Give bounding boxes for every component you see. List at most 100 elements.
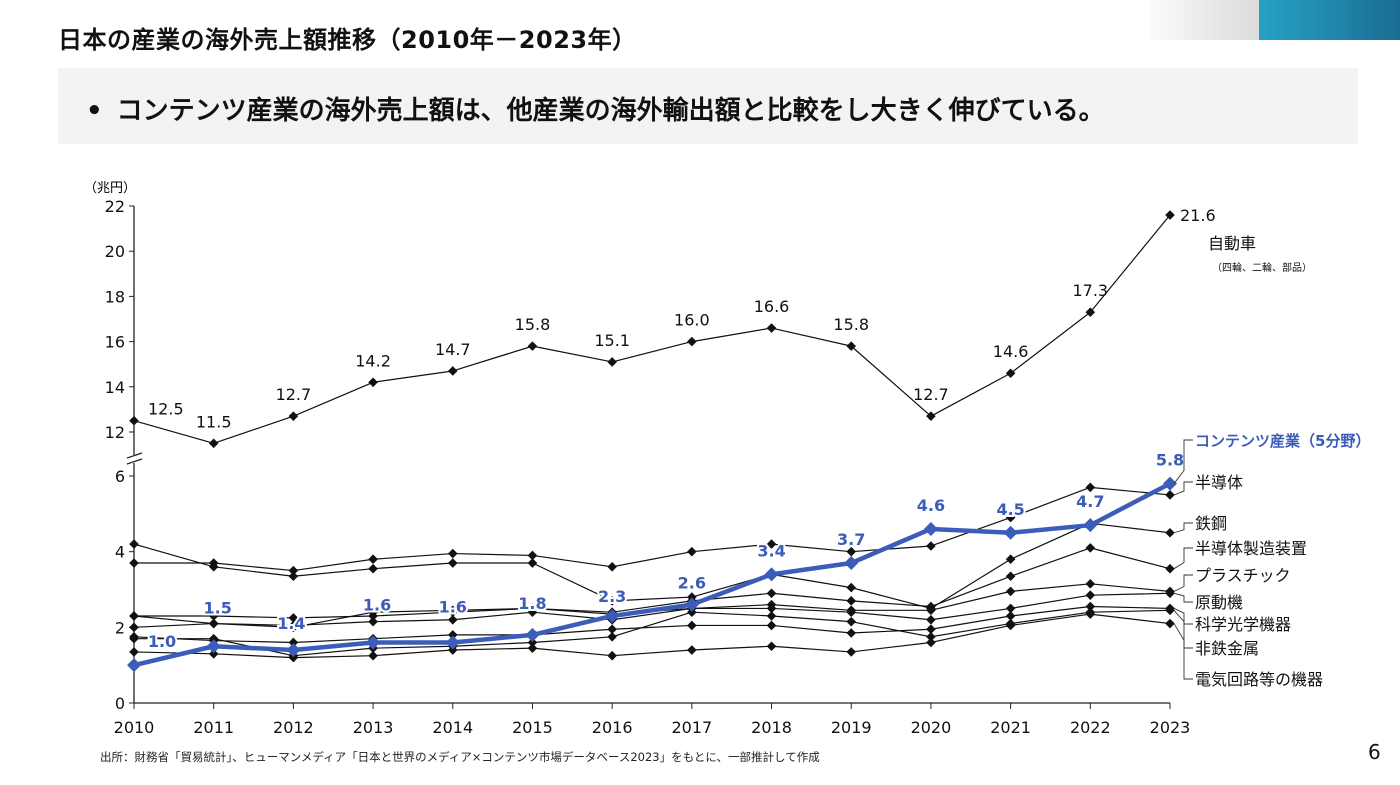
legend-label: 原動機 (1195, 593, 1243, 612)
data-point-marker (447, 645, 458, 655)
data-label-highlight: 1.4 (277, 614, 305, 633)
data-point-marker (527, 550, 538, 561)
x-tick-label: 2013 (353, 718, 394, 737)
legend-leader-line (1173, 439, 1193, 484)
y-axis-unit-label: （兆円） (84, 181, 136, 196)
data-label: 11.5 (196, 412, 232, 431)
series-line (134, 583, 1171, 619)
data-label-highlight: 4.7 (1076, 492, 1104, 511)
data-point-marker (926, 624, 936, 635)
series-line (134, 609, 1171, 657)
chart-series-group (129, 210, 1175, 663)
legend-label: 科学光学機器 (1195, 615, 1291, 634)
y-tick-label: 22 (105, 197, 125, 216)
data-label: 21.6 (1180, 206, 1216, 225)
data-point-marker (923, 521, 938, 536)
data-point-marker (1005, 586, 1016, 597)
series-line (133, 522, 1171, 610)
legend-leader-line (1173, 610, 1193, 649)
data-point-marker (527, 643, 538, 653)
series-line (133, 481, 1172, 668)
data-label-highlight: 1.5 (204, 598, 232, 617)
data-point-marker (1165, 563, 1175, 574)
data-point-marker (926, 614, 936, 625)
series-line (133, 592, 1171, 628)
data-point-marker (208, 633, 219, 644)
x-tick-label: 2019 (831, 718, 872, 737)
data-point-marker (766, 611, 777, 621)
data-point-marker (447, 607, 458, 617)
data-point-marker (1165, 588, 1175, 599)
data-point-marker (447, 630, 458, 640)
data-point-marker (687, 607, 697, 617)
data-point-marker (766, 620, 777, 631)
data-point-marker (208, 649, 219, 659)
data-point-marker (1005, 603, 1016, 614)
data-point-marker (846, 607, 857, 617)
data-point-marker (127, 658, 141, 673)
data-point-marker (129, 622, 139, 633)
y-tick-label: 18 (105, 287, 125, 306)
data-point-marker (926, 541, 936, 551)
data-point-marker (129, 611, 139, 621)
legend-label: 電気回路等の機器 (1195, 670, 1323, 689)
data-point-marker (926, 637, 936, 648)
y-tick-label: 20 (105, 242, 125, 261)
x-tick-label: 2021 (990, 718, 1031, 737)
data-label: 15.8 (515, 315, 551, 334)
data-point-marker (846, 596, 857, 606)
data-label-highlight: 2.3 (598, 587, 626, 606)
data-point-marker (208, 562, 219, 572)
data-point-marker (447, 614, 458, 625)
data-point-marker (844, 556, 859, 571)
bullet-icon: • (86, 96, 103, 126)
data-label: 12.5 (148, 400, 184, 419)
data-point-marker (288, 565, 299, 576)
data-point-marker (1165, 527, 1175, 538)
data-point-marker (1163, 476, 1177, 491)
legend-leader-line (1173, 623, 1193, 680)
data-point-marker (846, 628, 857, 638)
chart-labels: 12.5 11.5 12.7 14.2 14.7 15.8 15.1 16.0 16.6 15.8… (146, 206, 1371, 689)
data-label: 14.2 (355, 351, 391, 370)
data-label: 12.7 (913, 385, 949, 404)
legend-label: 自動車 (1208, 234, 1256, 253)
data-label-highlight: 1.6 (439, 597, 467, 616)
data-point-marker (1085, 609, 1096, 619)
x-tick-label: 2018 (751, 718, 792, 737)
data-point-marker (527, 558, 538, 568)
x-tick-label: 2016 (592, 718, 633, 737)
y-tick-label: 12 (105, 423, 125, 442)
data-point-marker (368, 611, 378, 621)
data-point-marker (607, 631, 617, 642)
data-point-marker (366, 635, 381, 650)
data-point-marker (129, 633, 139, 644)
data-label: 14.7 (435, 340, 471, 359)
legend-leader-line (1173, 608, 1193, 625)
data-point-marker (846, 341, 857, 351)
data-point-marker (1085, 579, 1096, 589)
data-point-marker (1003, 525, 1018, 540)
data-point-marker (607, 624, 617, 635)
legend-sublabel: （四輪、二輪、部品） (1212, 261, 1312, 274)
y-tick-label: 16 (105, 333, 125, 352)
y-tick-label: 14 (105, 378, 125, 397)
data-point-marker (1165, 618, 1175, 629)
data-point-marker (368, 650, 378, 661)
data-label: 17.3 (1072, 281, 1108, 300)
data-label: 15.8 (833, 315, 869, 334)
data-point-marker (1005, 554, 1016, 565)
data-point-marker (766, 603, 777, 614)
data-label-highlight: 1.8 (518, 594, 546, 613)
legend-label: 半導体 (1195, 473, 1243, 492)
data-point-marker (208, 611, 219, 621)
data-point-marker (129, 415, 139, 426)
data-label: 16.6 (754, 297, 790, 316)
legend-leader-line (1173, 481, 1193, 496)
data-point-marker (926, 631, 936, 642)
data-point-marker (288, 620, 299, 631)
data-point-marker (1005, 512, 1016, 523)
data-point-marker (605, 608, 620, 623)
